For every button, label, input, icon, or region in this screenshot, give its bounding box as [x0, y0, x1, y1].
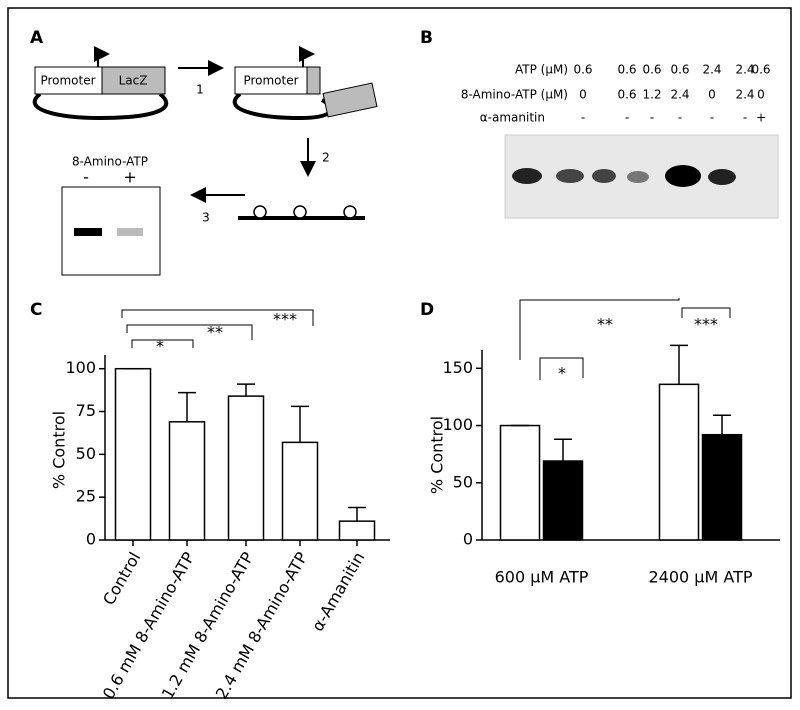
- cell: 0: [579, 88, 587, 102]
- row-label: 8-Amino-ATP (μM): [461, 88, 568, 102]
- bar: [542, 460, 584, 541]
- significance-bracket: [121, 309, 314, 326]
- y-tick-label: 25: [76, 487, 96, 506]
- significance-label: ***: [273, 310, 297, 329]
- error-bar: [348, 506, 366, 522]
- cell: -: [678, 111, 682, 125]
- x-tick-label: 600 μM ATP: [495, 568, 589, 587]
- step: 2: [322, 151, 330, 165]
- cell: 0.6: [617, 63, 636, 77]
- lacz-box: [101, 66, 166, 95]
- cell: -: [581, 111, 585, 125]
- significance-label: **: [207, 323, 223, 342]
- significance-bracket: [126, 324, 253, 340]
- label: +: [123, 168, 136, 187]
- y-axis-label: % Control: [428, 416, 447, 494]
- error-bar: [713, 414, 731, 435]
- bar: [701, 433, 743, 541]
- significance-bracket: [131, 339, 194, 348]
- cell: 0.6: [642, 63, 661, 77]
- significance-bracket: [681, 307, 731, 318]
- x-tick-label: 2400 μM ATP: [649, 568, 753, 587]
- label: Promoter: [243, 74, 298, 88]
- step: 1: [196, 83, 204, 97]
- panel-letter: B: [420, 28, 433, 48]
- y-tick-label: 100: [65, 358, 96, 377]
- significance-label: *: [156, 337, 164, 356]
- bar: [499, 424, 541, 541]
- panel-letter: D: [420, 300, 434, 320]
- cell: 0.6: [670, 63, 689, 77]
- y-tick-label: 100: [442, 415, 473, 434]
- gel-title: 8-Amino-ATP: [72, 155, 148, 169]
- label: -: [83, 168, 89, 187]
- error-bar: [178, 391, 196, 422]
- cell: 1.2: [642, 88, 661, 102]
- row-label: ATP (μM): [515, 63, 568, 77]
- cell: 0.6: [573, 63, 592, 77]
- cell: 2.4: [670, 88, 689, 102]
- row-label: α-amanitin: [480, 111, 545, 125]
- error-bar: [291, 405, 309, 443]
- cell: -: [710, 111, 714, 125]
- gel-bands: [512, 165, 736, 187]
- bar: [338, 520, 376, 541]
- error-bar: [237, 383, 255, 397]
- bar: [168, 421, 206, 541]
- frame: [7, 7, 792, 699]
- y-tick-label: 0: [463, 530, 473, 549]
- significance-label: **: [597, 315, 613, 334]
- bar: [114, 367, 152, 541]
- cell: 0.6: [617, 88, 636, 102]
- panel-letter: A: [30, 28, 44, 48]
- significance-bracket: [539, 357, 584, 380]
- y-tick-label: 50: [453, 472, 473, 491]
- cell: -: [650, 111, 654, 125]
- y-tick-label: 75: [76, 401, 96, 420]
- y-axis-label: % Control: [50, 411, 69, 489]
- bar: [658, 383, 700, 541]
- error-bar: [554, 438, 572, 462]
- y-tick-label: 50: [76, 444, 96, 463]
- cell: -: [625, 111, 629, 125]
- error-bar: [670, 344, 688, 385]
- cell: 0.6: [751, 63, 770, 77]
- y-tick-label: 0: [86, 530, 96, 549]
- y-tick-label: 150: [442, 358, 473, 377]
- cell: 0: [708, 88, 716, 102]
- x-tick-label: Control: [99, 549, 144, 609]
- significance-label: ***: [694, 315, 718, 334]
- significance-bracket: [519, 298, 680, 360]
- cell: -: [743, 111, 747, 125]
- panel-letter: C: [30, 300, 42, 320]
- promoter-box: [34, 66, 103, 95]
- bar: [281, 441, 319, 541]
- cell: +: [756, 111, 766, 125]
- label: Promoter: [40, 74, 95, 88]
- significance-label: *: [558, 364, 566, 383]
- cell: 0: [757, 88, 765, 102]
- cell: 2.4: [735, 63, 754, 77]
- x-tick-label: α-Amanitin: [308, 549, 369, 635]
- bar: [227, 395, 265, 541]
- cell: 2.4: [702, 63, 721, 77]
- promoter-box: [234, 66, 308, 95]
- step: 3: [202, 211, 210, 225]
- label: LacZ: [119, 74, 148, 88]
- cell: 2.4: [735, 88, 754, 102]
